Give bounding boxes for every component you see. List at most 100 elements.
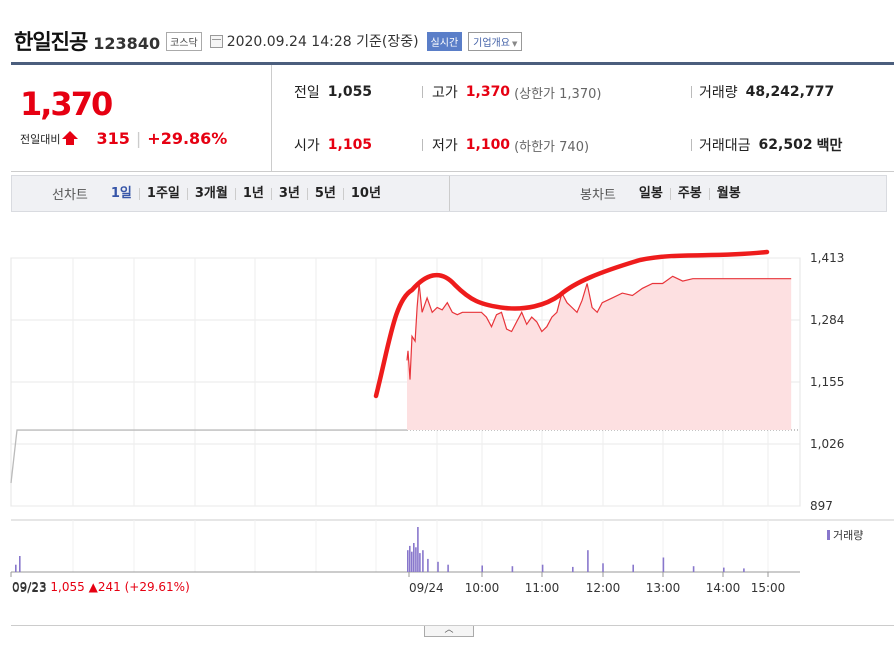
y-tick-label: 1,026 [810,437,844,451]
price-box: 1,370 전일대비 315 | +29.86% [11,65,272,171]
divider [691,86,692,98]
period-bar: 선차트 1일 1주일 3개월 1년 3년 5년 10년 봉차트 일봉 주봉 월봉 [11,175,887,212]
x-tick-label: 12:00 [586,581,621,595]
prev-day-pct: (+29.61%) [124,580,190,594]
bottom-rule [11,625,894,626]
calendar-icon [209,34,223,48]
chevron-up-icon: ︿ [444,625,454,635]
change-percent: +29.86% [147,129,228,148]
realtime-button[interactable]: 실시간 [426,31,463,51]
period-1w[interactable]: 1주일 [140,187,188,200]
amount-stat: 거래대금 62,502 백만 [699,135,842,155]
amount-value: 62,502 [758,137,813,153]
open-value: 1,105 [327,137,373,153]
line-chart-periods: 선차트 1일 1주일 3개월 1년 3년 5년 10년 [52,176,388,211]
open-label: 시가 [294,138,320,154]
prev-close-label: 전일 [294,85,320,101]
volume-bar [19,556,21,572]
volume-bar [602,563,604,572]
y-tick-label: 1,413 [810,251,844,265]
volume-bar [419,553,421,572]
x-tick-label: 09/23 [12,581,47,595]
prev-day-series-line [10,429,407,484]
candle-weekly[interactable]: 주봉 [671,187,710,200]
top-rule [11,62,894,65]
volume-bar [723,567,725,572]
high-value: 1,370 [465,84,511,100]
up-triangle-icon: ▲ [88,580,98,594]
x-tick-label: 10:00 [465,581,500,595]
volume-value: 48,242,777 [745,84,835,100]
change-label: 전일대비 [20,132,61,146]
volume-bar [417,527,419,572]
low-value: 1,100 [465,137,511,153]
y-tick-label: 1,284 [810,313,844,327]
price-chart: 1,413 1,284 1,155 1,026 897 09/23 09/24 10:00 11… [10,249,894,595]
volume-stat: 거래량 48,242,777 [699,82,834,102]
amount-label: 거래대금 [699,138,751,154]
prev-close-stat: 전일 1,055 [294,82,372,102]
prev-day-info: 09/23 1,055 ▲241 (+29.61%) [12,580,190,594]
annotation-curve [373,249,770,399]
y-tick-label: 1,155 [810,375,844,389]
volume-bar [415,547,417,572]
volume-bar [511,566,514,572]
base-date: 2020.09.24 14:28 기준(장중) [226,34,419,50]
volume-bar [413,543,415,572]
x-tick-label: 09/24 [409,581,444,595]
prev-day-price: 1,055 [50,580,85,594]
market-badge: 코스닥 [166,31,202,51]
chevron-down-icon: ▼ [511,39,518,48]
low-stat: 저가 1,100 (하한가 740) [432,135,589,155]
company-overview-dropdown[interactable]: 기업개요 ▼ [468,31,523,51]
candle-chart-label: 봉차트 [580,188,616,203]
volume-bar [411,551,413,572]
period-1d[interactable]: 1일 [104,187,140,200]
divider [422,139,423,151]
company-overview-label: 기업개요 [473,37,510,49]
volume-bar [437,561,439,572]
volume-bar [422,550,424,572]
divider [691,139,692,151]
volume-label: 거래량 [699,85,738,101]
high-stat: 고가 1,370 (상한가 1,370) [432,82,601,102]
x-tick-label: 15:00 [751,581,786,595]
stock-header: 한일진공 123840 코스닥 2020.09.24 14:28 기준(장중) … [14,26,523,56]
prev-day-date: 09/23 [12,580,47,594]
divider: | [135,129,142,148]
y-tick-label: 897 [810,499,833,513]
candle-chart-periods: 봉차트 일봉 주봉 월봉 [580,176,748,211]
x-tick-label: 14:00 [706,581,741,595]
volume-bar [743,568,745,572]
change-row: 전일대비 315 | +29.86% [20,129,227,148]
period-10y[interactable]: 10년 [350,185,381,201]
volume-bar [15,564,17,572]
up-arrow-icon [62,130,79,145]
candle-daily[interactable]: 일봉 [632,187,671,200]
volume-bar [632,564,634,572]
volume-bar [541,564,544,572]
quote-summary: 1,370 전일대비 315 | +29.86% 전일 1,055 고가 1,3… [11,65,894,172]
volume-bar [662,557,665,572]
volume-bar [407,550,409,572]
period-3m[interactable]: 3개월 [188,187,236,200]
volume-bar [409,545,411,572]
prev-day-change: 241 [97,580,121,594]
volume-legend: 거래량 [827,527,863,543]
stock-code: 123840 [93,33,161,53]
candle-monthly[interactable]: 월봉 [716,185,741,201]
x-tick-label: 13:00 [646,581,681,595]
high-label: 고가 [432,85,458,101]
x-tick-label: 11:00 [525,581,560,595]
change-value: 315 [96,129,130,148]
lower-limit: (하한가 740) [514,139,590,155]
volume-bar [587,550,589,572]
period-3y[interactable]: 3년 [272,187,308,200]
period-5y[interactable]: 5년 [308,187,344,200]
divider [422,86,423,98]
collapse-button[interactable]: ︿ [424,626,474,637]
period-1y[interactable]: 1년 [236,187,272,200]
volume-bar [427,558,429,572]
volume-bar [447,564,449,572]
price-series-line [406,275,792,380]
